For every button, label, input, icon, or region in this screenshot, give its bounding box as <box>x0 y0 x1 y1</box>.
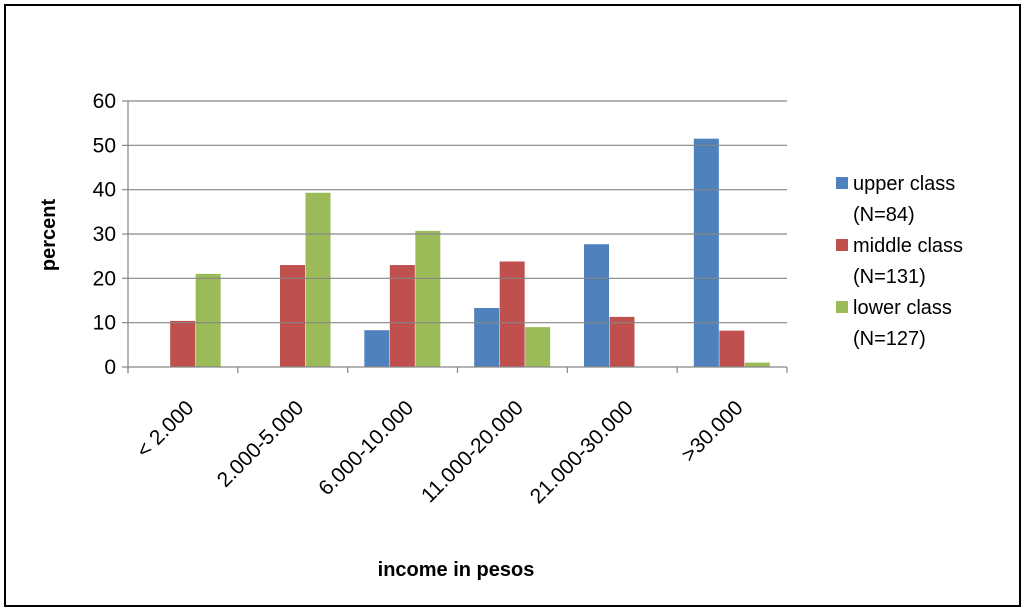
bar-middle-4 <box>609 316 635 367</box>
bar-lower-1 <box>305 192 331 367</box>
bar-upper-2 <box>364 330 390 367</box>
legend-swatch <box>836 177 848 189</box>
y-tick-label: 10 <box>93 312 116 335</box>
legend-label: (N=127) <box>853 328 926 350</box>
x-tick-label: < 2.000 <box>132 396 198 462</box>
legend-swatch <box>836 239 848 251</box>
legend-label: lower class <box>853 297 952 319</box>
legend-swatch <box>836 301 848 313</box>
legend-label: (N=131) <box>853 266 926 288</box>
legend-label: upper class <box>853 173 955 195</box>
x-tick-label: 11.000-20.000 <box>417 396 528 507</box>
bar-middle-1 <box>280 265 305 367</box>
x-axis-title: income in pesos <box>378 559 535 581</box>
bar-middle-2 <box>389 265 415 367</box>
y-tick-label: 40 <box>93 179 116 202</box>
y-tick-label: 30 <box>93 223 116 246</box>
bar-upper-4 <box>584 244 609 367</box>
bar-middle-0 <box>170 320 196 367</box>
y-tick-label: 0 <box>104 356 116 379</box>
bar-middle-3 <box>499 261 525 367</box>
bar-upper-3 <box>474 308 500 367</box>
bar-lower-2 <box>415 230 441 367</box>
bar-lower-0 <box>195 273 221 367</box>
x-tick-label: 6.000-10.000 <box>314 396 418 500</box>
y-axis-title: percent <box>38 199 60 272</box>
bar-middle-5 <box>719 330 745 367</box>
legend-label: middle class <box>853 235 963 257</box>
bar-upper-5 <box>693 138 719 367</box>
legend-label: (N=84) <box>853 204 915 226</box>
x-tick-label: >30.000 <box>677 396 747 466</box>
y-tick-labels: 0 10 20 30 40 50 60 <box>93 90 116 379</box>
bar-lower-5 <box>744 362 770 367</box>
bars-group <box>170 138 770 367</box>
y-tick-label: 50 <box>93 134 116 157</box>
y-tick-label: 60 <box>93 90 116 113</box>
bar-lower-3 <box>525 327 551 367</box>
x-tick-labels: < 2.000 2.000-5.000 6.000-10.00011.000-20.… <box>132 396 747 508</box>
legend: upper class (N=84) middle class (N=131) lowe… <box>836 173 963 350</box>
x-tick-label: 21.000-30.000 <box>526 396 638 508</box>
y-tick-label: 20 <box>93 267 116 290</box>
x-tick-label: 2.000-5.000 <box>213 396 309 492</box>
axes-group <box>122 100 788 373</box>
